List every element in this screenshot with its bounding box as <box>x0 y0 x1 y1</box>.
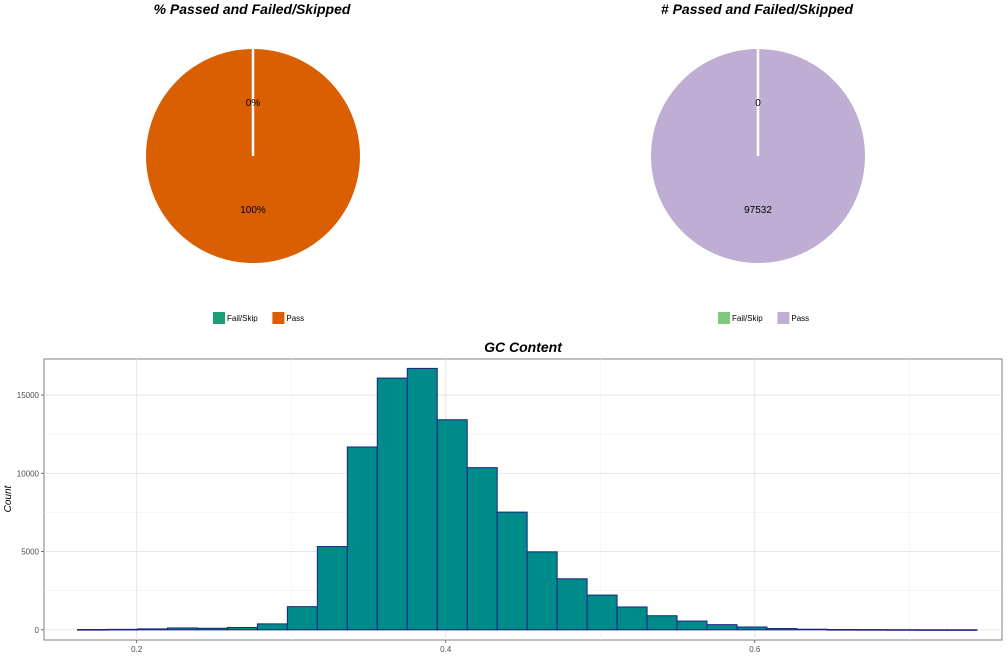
pie-chart-percent: % Passed and Failed/Skipped 0% 100% Fail/… <box>146 1 360 324</box>
legend-key <box>213 312 225 324</box>
y-tick-label: 0 <box>35 626 40 635</box>
x-tick-label: 0.2 <box>131 645 143 654</box>
histogram-bar <box>346 446 378 631</box>
legend-label: Fail/Skip <box>732 314 763 323</box>
histogram-bar <box>646 615 678 631</box>
pie-count-legend: Fail/Skip Pass <box>718 312 809 324</box>
legend-label: Pass <box>791 314 809 323</box>
histogram-bar <box>706 624 738 631</box>
legend-label: Fail/Skip <box>227 314 258 323</box>
histogram-bar <box>676 620 708 631</box>
histogram-bar <box>526 551 558 631</box>
x-tick-label: 0.4 <box>440 645 452 654</box>
histogram-bar <box>166 627 198 631</box>
histogram-bar <box>316 546 348 631</box>
histogram-title: GC Content <box>484 339 563 355</box>
histogram-bar <box>586 594 618 631</box>
histogram-bar <box>556 578 588 631</box>
histogram-bar <box>376 377 408 631</box>
histogram-bar <box>196 627 228 631</box>
histogram-bar <box>226 626 258 631</box>
pie-percent-legend: Fail/Skip Pass <box>213 312 304 324</box>
x-tick-label: 0.6 <box>749 645 761 654</box>
histogram-bar <box>77 629 109 631</box>
histogram-bar <box>616 606 648 631</box>
histogram-bar <box>496 511 528 631</box>
histogram-bar <box>436 419 468 631</box>
pie-data-label: 100% <box>240 205 266 216</box>
histogram-bar <box>856 629 888 631</box>
legend-label: Pass <box>286 314 304 323</box>
y-axis-title: Count <box>3 484 14 512</box>
y-tick-label: 10000 <box>17 469 40 478</box>
pie-percent-title: % Passed and Failed/Skipped <box>154 1 351 17</box>
pie-chart-count: # Passed and Failed/Skipped 0 97532 Fail/… <box>651 1 865 324</box>
y-tick-label: 5000 <box>21 548 39 557</box>
histogram-bar <box>406 367 438 631</box>
pie-data-label: 0 <box>755 98 761 109</box>
legend-key <box>718 312 730 324</box>
pie-count-title: # Passed and Failed/Skipped <box>661 1 854 17</box>
histogram-bar <box>107 628 138 631</box>
legend-key <box>272 312 285 324</box>
histogram-bar <box>466 467 498 631</box>
histogram-bar <box>256 623 288 631</box>
histogram-bar <box>766 628 798 631</box>
histogram-bar <box>286 606 318 631</box>
histogram-bar <box>826 629 858 631</box>
histogram-bar <box>736 626 768 631</box>
histogram-bar <box>946 629 978 631</box>
gc-content-histogram: GC Content 0 5000 10000 15000 0.2 0.4 0.6 Cou… <box>3 339 1003 654</box>
histogram-bar <box>136 628 168 631</box>
pie-data-label: 97532 <box>744 205 772 216</box>
legend-key <box>777 312 790 324</box>
pie-data-label: 0% <box>246 98 261 109</box>
histogram-bar <box>916 629 948 631</box>
y-tick-label: 15000 <box>17 391 40 400</box>
histogram-bar <box>796 628 828 631</box>
histogram-bar <box>886 629 918 631</box>
histogram-bars <box>77 367 978 631</box>
